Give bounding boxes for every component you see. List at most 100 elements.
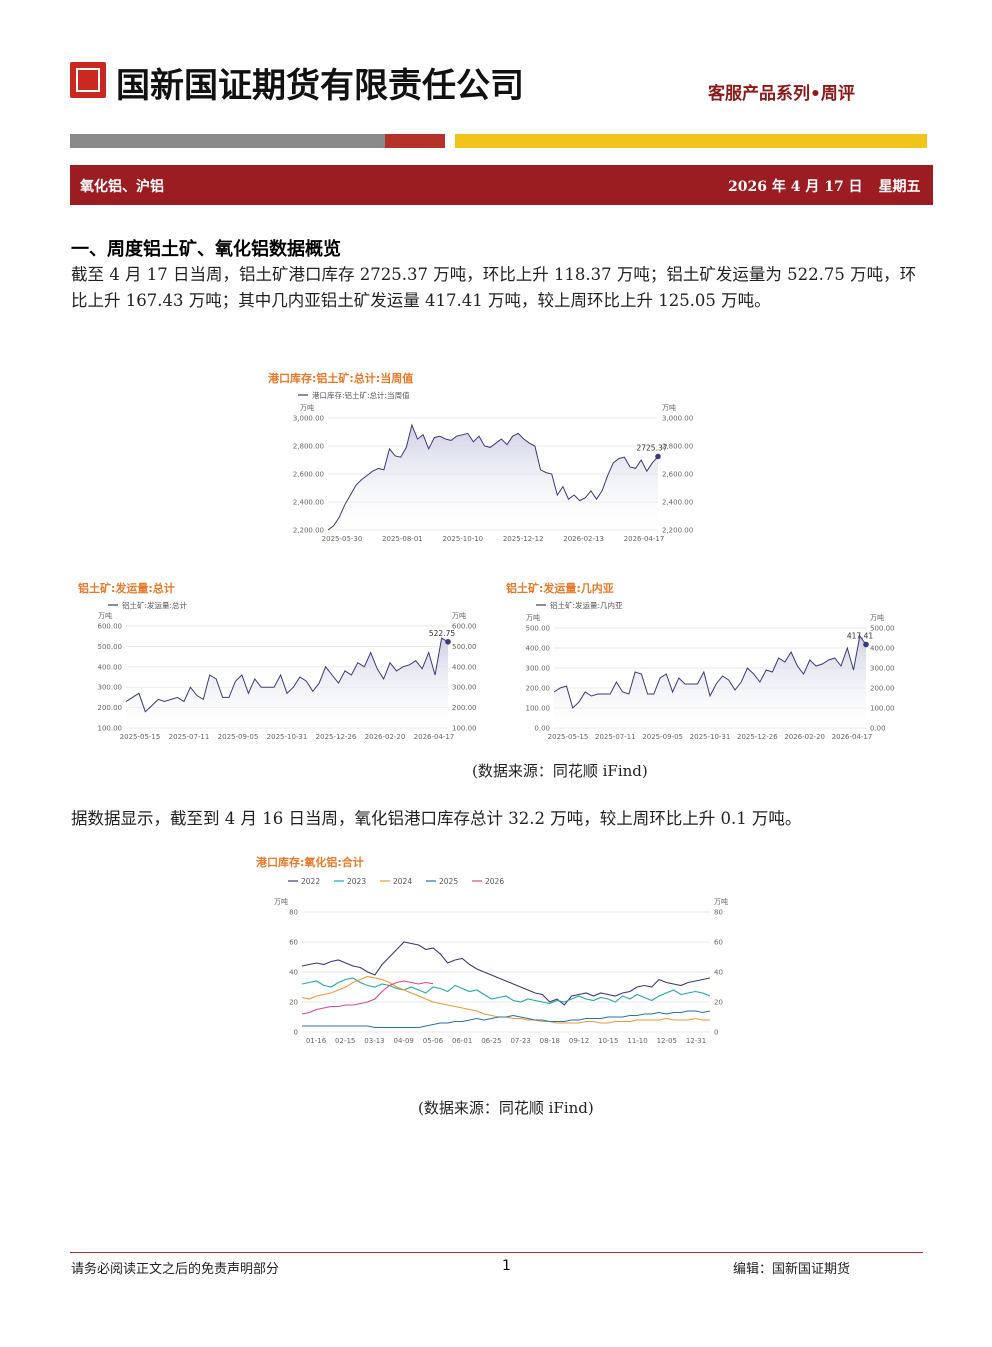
y-tick-left: 40 xyxy=(289,969,298,977)
disclaimer-note: 请务必阅读正文之后的免责声明部分 xyxy=(71,1262,280,1277)
header-bar-yellow xyxy=(455,134,927,148)
x-tick: 11-10 xyxy=(627,1037,647,1045)
x-tick: 2025-07-11 xyxy=(169,733,210,741)
x-tick: 2026-02-20 xyxy=(784,733,825,741)
series-line xyxy=(125,637,449,713)
footer-line xyxy=(70,1252,923,1253)
y-tick-left: 500.00 xyxy=(526,625,551,633)
last-value-label: 417.41 xyxy=(847,632,873,641)
chart-title: 港口库存:铝土矿:总计:当周值 xyxy=(268,371,413,385)
header-bar-gray xyxy=(70,134,445,148)
chart-alumina-port-inventory: 港口库存:氧化铝:合计 2022 2023 2024 2025 2026 万吨 万吨 0 0 20 2… xyxy=(256,855,728,1045)
x-tick: 10-15 xyxy=(598,1037,618,1045)
x-tick: 2025-10-31 xyxy=(690,733,731,741)
y-tick-right: 2,200.00 xyxy=(662,527,693,535)
y-tick-right: 200.00 xyxy=(452,704,477,712)
y-tick-right: 0 xyxy=(714,1029,718,1037)
x-tick: 04-09 xyxy=(394,1037,414,1045)
editor-note: 编辑：国新国证期货 xyxy=(733,1262,851,1277)
x-tick: 2025-09-05 xyxy=(642,733,683,741)
x-tick: 2026-04-17 xyxy=(414,733,455,741)
x-tick: 2026-02-13 xyxy=(563,535,604,543)
unit-left: 万吨 xyxy=(526,613,540,622)
unit-right: 万吨 xyxy=(714,897,728,906)
y-tick-right: 80 xyxy=(714,909,723,917)
unit-right: 万吨 xyxy=(452,611,466,620)
x-tick: 06-25 xyxy=(481,1037,501,1045)
y-tick-left: 100.00 xyxy=(98,725,123,733)
date-text: 2026 年 4 月 17 日 xyxy=(728,179,863,195)
x-tick: 2025-12-12 xyxy=(503,535,544,543)
x-tick: 2026-02-20 xyxy=(365,733,406,741)
legend-label-2023: 2023 xyxy=(347,877,366,886)
legend-label-2024: 2024 xyxy=(393,877,412,886)
y-tick-left: 100.00 xyxy=(526,705,551,713)
x-tick: 2025-12-26 xyxy=(316,733,357,741)
legend-label-2022: 2022 xyxy=(301,877,320,886)
y-tick-left: 400.00 xyxy=(526,645,551,653)
report-topic: 氧化铝、沪铝 xyxy=(80,179,164,195)
x-tick: 2026-04-17 xyxy=(624,535,665,543)
x-tick: 2025-08-01 xyxy=(382,535,423,543)
y-tick-right: 500.00 xyxy=(870,625,895,633)
source-caption-2: (数据来源：同花顺 iFind) xyxy=(418,1099,594,1117)
x-tick: 2025-12-26 xyxy=(737,733,778,741)
unit-left: 万吨 xyxy=(300,403,314,412)
x-tick: 2025-05-15 xyxy=(548,733,589,741)
chart-title: 铝土矿:发运量:总计 xyxy=(78,581,175,595)
series-area xyxy=(554,636,866,728)
x-tick: 2025-10-31 xyxy=(267,733,308,741)
source-caption-1: (数据来源：同花顺 iFind) xyxy=(472,762,648,780)
header-bar-red xyxy=(385,134,445,148)
section-heading: 一、周度铝土矿、氧化铝数据概览 xyxy=(71,239,341,260)
y-tick-right: 100.00 xyxy=(452,725,477,733)
y-tick-left: 20 xyxy=(289,999,298,1007)
series-line xyxy=(327,423,659,531)
unit-left: 万吨 xyxy=(98,611,112,620)
x-tick: 03-13 xyxy=(364,1037,384,1045)
series-area xyxy=(328,425,658,530)
last-point xyxy=(655,453,661,460)
weekday-text: 星期五 xyxy=(878,179,921,195)
x-tick: 2025-09-05 xyxy=(218,733,259,741)
paragraph-alumina: 据数据显示，截至到 4 月 16 日当周，氧化铝港口库存总计 32.2 万吨，较… xyxy=(71,809,802,828)
y-tick-right: 100.00 xyxy=(870,705,895,713)
series-line-2026 xyxy=(301,980,434,1015)
legend-label: 铝土矿:发运量:几内亚 xyxy=(550,600,623,610)
x-tick: 2026-04-17 xyxy=(832,733,873,741)
y-tick-right: 500.00 xyxy=(452,643,477,651)
unit-right: 万吨 xyxy=(662,403,676,412)
series-line-2022 xyxy=(301,941,711,1006)
y-tick-right: 200.00 xyxy=(870,685,895,693)
x-tick: 09-12 xyxy=(569,1037,589,1045)
series-line-2023 xyxy=(301,977,711,1005)
y-tick-right: 600.00 xyxy=(452,623,477,631)
unit-right: 万吨 xyxy=(870,613,884,622)
last-value-label: 522.75 xyxy=(429,629,455,638)
unit-left: 万吨 xyxy=(274,897,288,906)
x-tick: 01-16 xyxy=(306,1037,327,1045)
last-point xyxy=(445,638,451,645)
y-tick-right: 400.00 xyxy=(870,645,895,653)
y-tick-right: 2,600.00 xyxy=(662,471,693,479)
x-tick: 06-01 xyxy=(452,1037,472,1045)
y-tick-left: 80 xyxy=(289,909,298,917)
y-tick-left: 0 xyxy=(294,1029,298,1037)
last-value-label: 2725.37 xyxy=(636,443,667,452)
y-tick-right: 300.00 xyxy=(870,665,895,673)
y-tick-left: 2,400.00 xyxy=(293,499,324,507)
y-tick-right: 60 xyxy=(714,939,723,947)
x-tick: 12-31 xyxy=(686,1037,706,1045)
x-tick: 07-23 xyxy=(510,1037,530,1045)
y-tick-left: 300.00 xyxy=(98,684,123,692)
legend-label: 港口库存:铝土矿:总计:当周值 xyxy=(312,390,410,400)
report-date: 2026 年 4 月 17 日星期五 xyxy=(728,176,937,196)
y-tick-left: 0.00 xyxy=(534,725,550,733)
y-tick-left: 60 xyxy=(289,939,298,947)
series-line-2025 xyxy=(302,1010,711,1029)
y-tick-right: 300.00 xyxy=(452,684,477,692)
x-tick: 02-15 xyxy=(335,1037,355,1045)
x-tick: 2025-07-11 xyxy=(595,733,636,741)
y-tick-left: 400.00 xyxy=(98,663,123,671)
